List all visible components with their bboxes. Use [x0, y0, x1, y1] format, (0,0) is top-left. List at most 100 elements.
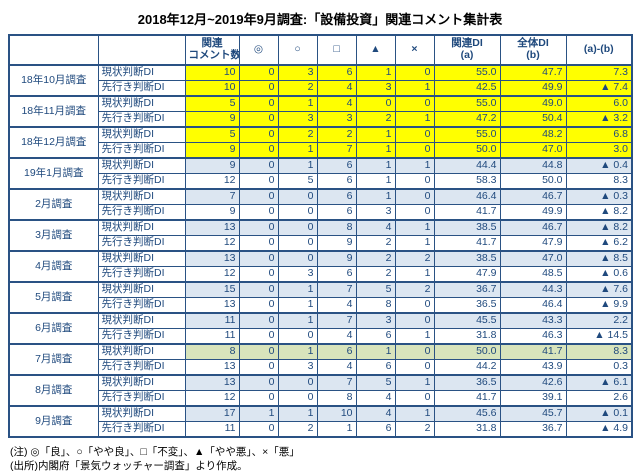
cell-unchanged: 7: [316, 281, 357, 298]
cell-comment-count: 8: [184, 343, 240, 360]
cell-bad: 0: [394, 126, 435, 143]
cell-bad: 2: [394, 421, 435, 438]
cell-comment-count: 7: [184, 188, 240, 205]
cell-related-di: 46.4: [433, 188, 501, 205]
cell-diff: ▲ 3.2: [565, 111, 633, 128]
header-symbol-good: ◎: [238, 34, 279, 66]
cell-good: 0: [238, 219, 279, 236]
cell-unchanged: 7: [316, 374, 357, 391]
cell-good: 0: [238, 204, 279, 221]
cell-overall-di: 44.3: [499, 281, 567, 298]
cell-fair-bad: 4: [355, 405, 396, 422]
cell-comment-count: 11: [184, 421, 240, 438]
cell-overall-di: 46.7: [499, 219, 567, 236]
cell-fair-good: 2: [277, 80, 318, 97]
cell-good: 0: [238, 80, 279, 97]
cell-diff: 8.3: [565, 173, 633, 190]
table-row: 8月調査 現状判断DI 13 0 0 7 5 1 36.5 42.6 ▲ 6.1: [8, 374, 633, 407]
cell-diff: 8.3: [565, 343, 633, 360]
table-row: 6月調査 現状判断DI 11 0 1 7 3 0 45.5 43.3 2.2: [8, 312, 633, 345]
table-row: 18年12月調査 現状判断DI 5 0 2 2 1 0 55.0 48.2 6.8: [8, 126, 633, 159]
header-symbol-fair-bad: ▲: [355, 34, 396, 66]
page-title: 2018年12月~2019年9月調査:「設備投資」関連コメント集計表: [137, 12, 503, 27]
cell-fair-bad: 1: [355, 142, 396, 159]
cell-good: 1: [238, 405, 279, 422]
table-row: 先行き判断DI 11 0 2 1 6 2 31.8 36.7 ▲ 4.9: [9, 421, 633, 438]
cell-diff: ▲ 6.2: [565, 235, 633, 252]
comment-summary-table: 関連 コメント数 ◎ ○ □ ▲ × 関連DI (a) 全体DI (b) (a)-(b…: [8, 34, 633, 438]
row-label: 先行き判断DI: [97, 390, 186, 407]
table-row: 先行き判断DI 13 0 1 4 8 0 36.5 46.4 ▲ 9.9: [9, 297, 633, 314]
cell-good: 0: [238, 297, 279, 314]
row-label: 現状判断DI: [97, 343, 186, 360]
cell-diff: 6.8: [565, 126, 633, 143]
cell-related-di: 31.8: [433, 421, 501, 438]
cell-bad: 1: [394, 266, 435, 283]
cell-overall-di: 48.5: [499, 266, 567, 283]
cell-bad: 1: [394, 157, 435, 174]
row-label: 現状判断DI: [97, 157, 186, 174]
cell-unchanged: 6: [316, 343, 357, 360]
cell-unchanged: 4: [316, 95, 357, 112]
cell-comment-count: 10: [184, 80, 240, 97]
cell-overall-di: 47.9: [499, 235, 567, 252]
cell-fair-bad: 1: [355, 64, 396, 81]
table-row: 先行き判断DI 12 0 5 6 1 0 58.3 50.0 8.3: [9, 173, 633, 190]
cell-fair-good: 1: [277, 297, 318, 314]
cell-fair-bad: 6: [355, 359, 396, 376]
cell-overall-di: 48.2: [499, 126, 567, 143]
cell-related-di: 36.5: [433, 297, 501, 314]
cell-fair-bad: 5: [355, 374, 396, 391]
cell-fair-bad: 1: [355, 343, 396, 360]
cell-bad: 0: [394, 95, 435, 112]
cell-overall-di: 50.0: [499, 173, 567, 190]
cell-comment-count: 9: [184, 157, 240, 174]
cell-related-di: 58.3: [433, 173, 501, 190]
header-overall-di-line2: (b): [526, 49, 540, 61]
cell-unchanged: 6: [316, 266, 357, 283]
cell-fair-bad: 6: [355, 421, 396, 438]
cell-good: 0: [238, 250, 279, 267]
month-cell: 6月調査: [8, 312, 99, 345]
table-body: 18年10月調査 現状判断DI 10 0 3 6 1 0 55.0 47.7 7.3 先行き判断DI 1…: [8, 64, 633, 438]
cell-comment-count: 9: [184, 204, 240, 221]
cell-fair-good: 0: [277, 204, 318, 221]
cell-diff: 2.2: [565, 312, 633, 329]
note-legend: (注) ◎「良」、○「やや良」、□「不変」、▲「やや悪」、×「悪」: [10, 446, 300, 458]
cell-good: 0: [238, 343, 279, 360]
cell-fair-good: 0: [277, 235, 318, 252]
row-label: 先行き判断DI: [97, 142, 186, 159]
cell-diff: ▲ 6.1: [565, 374, 633, 391]
cell-fair-bad: 2: [355, 266, 396, 283]
cell-comment-count: 13: [184, 359, 240, 376]
table-row: 先行き判断DI 12 0 0 8 4 0 41.7 39.1 2.6: [9, 390, 633, 407]
cell-overall-di: 46.3: [499, 328, 567, 345]
cell-related-di: 44.4: [433, 157, 501, 174]
cell-overall-di: 42.6: [499, 374, 567, 391]
cell-comment-count: 12: [184, 266, 240, 283]
cell-fair-bad: 3: [355, 80, 396, 97]
table-row: 先行き判断DI 12 0 3 6 2 1 47.9 48.5 ▲ 0.6: [9, 266, 633, 283]
cell-unchanged: 10: [316, 405, 357, 422]
cell-fair-good: 2: [277, 126, 318, 143]
row-label: 先行き判断DI: [97, 80, 186, 97]
cell-bad: 1: [394, 80, 435, 97]
cell-related-di: 47.9: [433, 266, 501, 283]
header-overall-di: 全体DI (b): [499, 34, 567, 66]
cell-bad: 1: [394, 328, 435, 345]
cell-related-di: 44.2: [433, 359, 501, 376]
cell-bad: 1: [394, 219, 435, 236]
cell-related-di: 42.5: [433, 80, 501, 97]
cell-good: 0: [238, 142, 279, 159]
cell-fair-good: 1: [277, 281, 318, 298]
month-cell: 18年10月調査: [8, 64, 99, 97]
cell-related-di: 55.0: [433, 95, 501, 112]
cell-unchanged: 4: [316, 297, 357, 314]
cell-fair-bad: 3: [355, 312, 396, 329]
table-row: 3月調査 現状判断DI 13 0 0 8 4 1 38.5 46.7 ▲ 8.2: [8, 219, 633, 252]
cell-fair-good: 3: [277, 359, 318, 376]
table-row: 先行き判断DI 11 0 0 4 6 1 31.8 46.3 ▲ 14.5: [9, 328, 633, 345]
cell-comment-count: 5: [184, 95, 240, 112]
cell-bad: 1: [394, 374, 435, 391]
month-cell: 5月調査: [8, 281, 99, 314]
